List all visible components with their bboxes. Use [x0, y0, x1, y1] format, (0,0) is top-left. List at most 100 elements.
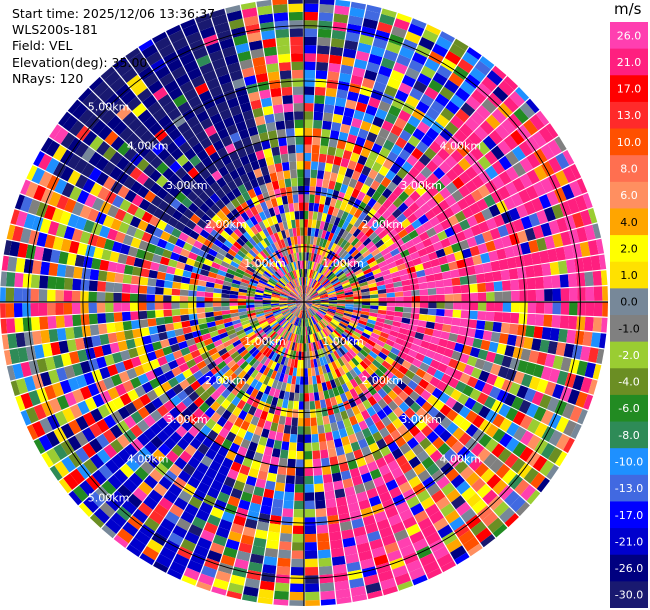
range-gate	[261, 572, 276, 583]
range-gate	[236, 427, 247, 439]
range-gate	[236, 357, 246, 367]
range-gate	[311, 244, 316, 254]
range-gate	[199, 229, 210, 239]
range-gate	[317, 424, 325, 434]
range-gate	[262, 376, 271, 386]
range-gate	[335, 246, 343, 255]
range-gate	[201, 380, 212, 391]
range-gate	[210, 506, 224, 519]
range-gate	[325, 355, 331, 364]
range-gate	[312, 271, 318, 280]
range-gate	[576, 316, 586, 331]
range-gate	[534, 422, 548, 438]
range-gate	[175, 73, 191, 87]
range-gate	[144, 401, 157, 415]
range-gate	[287, 282, 294, 290]
range-gate	[277, 346, 284, 356]
range-gate	[320, 137, 330, 147]
range-gate	[334, 268, 343, 276]
range-gate	[342, 478, 354, 489]
range-gate	[552, 355, 564, 370]
range-gate	[375, 457, 387, 469]
range-gate	[297, 235, 301, 245]
range-gate	[260, 166, 270, 176]
range-ring-label: 2.00km	[361, 218, 403, 231]
range-gate	[254, 308, 264, 313]
range-gate	[444, 155, 458, 169]
range-gate	[248, 91, 261, 102]
range-gate	[258, 230, 267, 240]
range-gate	[89, 438, 103, 454]
range-gate	[309, 317, 313, 326]
range-gate	[203, 258, 213, 267]
range-gate	[247, 31, 262, 43]
range-gate	[72, 278, 82, 291]
range-gate	[411, 443, 425, 456]
range-gate	[341, 220, 350, 231]
range-gate	[327, 388, 335, 398]
range-gate	[220, 364, 231, 375]
range-gate	[13, 303, 23, 318]
range-gate	[265, 257, 273, 266]
range-gate	[141, 211, 153, 223]
range-gate	[245, 208, 254, 219]
range-gate	[304, 492, 315, 501]
range-gate	[279, 449, 289, 459]
range-gate	[133, 228, 145, 240]
range-gate	[154, 348, 165, 359]
range-gate	[284, 312, 292, 319]
range-gate	[584, 316, 594, 332]
range-gate	[311, 316, 317, 325]
range-gate	[470, 224, 482, 236]
range-gate	[237, 302, 247, 306]
range-gate	[225, 325, 235, 332]
range-gate	[227, 180, 238, 191]
range-gate	[340, 470, 352, 481]
range-gate	[71, 201, 84, 216]
range-gate	[234, 558, 249, 570]
range-gate	[187, 135, 200, 148]
range-gate	[171, 309, 181, 316]
range-gate	[241, 191, 251, 202]
range-gate	[124, 402, 138, 415]
range-gate	[424, 443, 438, 457]
range-gate	[226, 359, 237, 369]
range-gate	[486, 292, 495, 302]
range-gate	[451, 242, 462, 253]
range-gate	[371, 190, 382, 202]
range-gate	[535, 110, 550, 126]
range-gate	[233, 139, 244, 151]
range-gate	[449, 269, 460, 279]
range-gate	[411, 374, 423, 385]
colorbar-tick-label: -26.0	[615, 562, 643, 575]
range-gate	[265, 339, 273, 348]
range-gate	[324, 326, 332, 335]
range-gate	[466, 265, 476, 276]
range-gate	[273, 439, 282, 450]
range-gate	[319, 3, 335, 14]
range-gate	[242, 243, 252, 253]
range-gate	[307, 309, 311, 318]
range-gate	[523, 200, 536, 215]
range-gate	[288, 341, 294, 351]
range-gate	[291, 290, 299, 297]
range-gate	[224, 321, 234, 328]
range-gate	[487, 517, 504, 534]
range-gate	[207, 219, 218, 229]
range-gate	[434, 134, 448, 148]
range-gate	[223, 420, 234, 432]
range-gate	[318, 20, 333, 30]
range-gate	[347, 272, 356, 280]
range-gate	[183, 88, 198, 101]
range-gate	[450, 115, 465, 129]
range-gate	[40, 371, 52, 387]
range-gate	[453, 129, 468, 144]
range-gate	[531, 391, 544, 406]
colorbar-tick-label: -10.0	[615, 456, 643, 469]
range-gate	[459, 318, 469, 328]
range-gate	[304, 417, 311, 427]
range-gate	[364, 325, 374, 333]
range-gate	[343, 400, 352, 411]
range-gate	[313, 103, 325, 113]
range-gate	[249, 278, 259, 285]
